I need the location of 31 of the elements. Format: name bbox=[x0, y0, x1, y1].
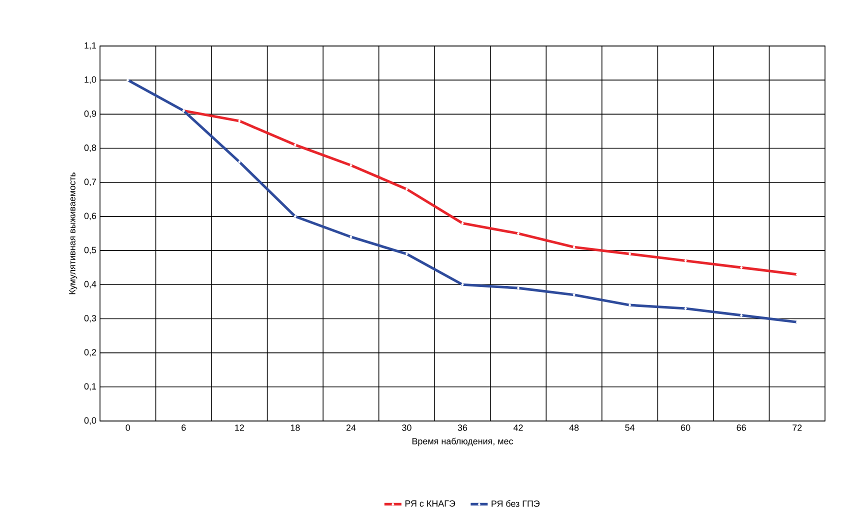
x-tick-label: 30 bbox=[402, 424, 412, 431]
y-tick-label: 0,1 bbox=[84, 383, 96, 391]
legend-label: РЯ без ГПЭ bbox=[492, 500, 540, 507]
x-tick-label: 18 bbox=[290, 424, 300, 431]
y-axis-title: Кумулятивная выживаемость bbox=[69, 172, 78, 294]
x-axis-title: Время наблюдения, мес bbox=[412, 438, 514, 446]
y-tick-label: 0,0 bbox=[84, 417, 96, 425]
y-tick-label: 1,0 bbox=[84, 76, 96, 84]
x-tick-label: 48 bbox=[569, 424, 579, 431]
x-tick-label: 60 bbox=[681, 424, 690, 431]
x-tick-label: 0 bbox=[126, 424, 130, 431]
y-tick-label: 0,9 bbox=[84, 110, 96, 118]
x-tick-label: 24 bbox=[346, 424, 356, 431]
line-series bbox=[126, 78, 798, 324]
y-tick-label: 0,6 bbox=[84, 212, 96, 220]
x-tick-label: 54 bbox=[625, 424, 635, 431]
x-tick-label: 72 bbox=[792, 424, 802, 431]
y-tick-label: 0,4 bbox=[84, 280, 96, 288]
line-series bbox=[182, 109, 798, 276]
x-tick-label: 6 bbox=[182, 424, 186, 431]
x-tick-label: 66 bbox=[736, 424, 746, 431]
y-tick-label: 0,7 bbox=[84, 178, 96, 186]
y-tick-label: 1,1 bbox=[84, 42, 96, 50]
y-tick-label: 0,5 bbox=[84, 246, 96, 254]
y-tick-label: 0,2 bbox=[84, 349, 96, 357]
y-tick-label: 0,8 bbox=[84, 144, 96, 152]
x-tick-label: 42 bbox=[513, 424, 523, 431]
x-tick-label: 12 bbox=[235, 424, 244, 431]
legend-label: РЯ с КНАГЭ bbox=[405, 500, 456, 507]
y-tick-label: 0,3 bbox=[84, 315, 96, 322]
x-tick-label: 36 bbox=[458, 424, 468, 431]
